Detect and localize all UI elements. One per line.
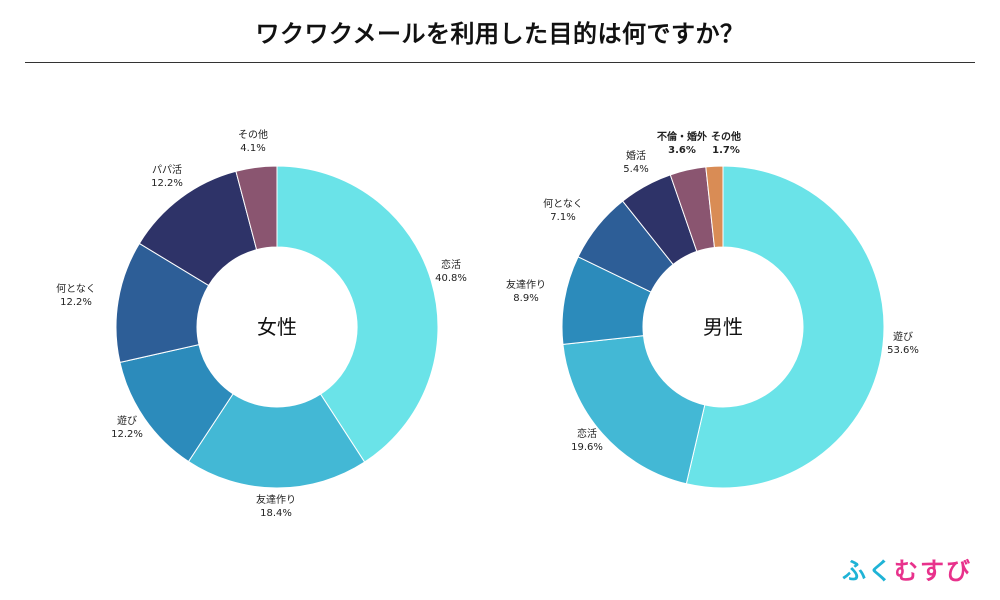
slice-label: 恋活 40.8%	[435, 258, 467, 284]
slice-label: 婚活 5.4%	[623, 149, 648, 175]
donut-center-title: 女性	[257, 315, 297, 339]
slice-label: 不倫・婚外 3.6%	[657, 130, 707, 156]
brand-char: む	[894, 557, 920, 585]
donut-slice	[276, 165, 439, 463]
donut-chart-female: 恋活 40.8% 友達作り 18.4% 遊び 12.2% 何となく 12.2% パパ活 12.2%…	[56, 128, 467, 519]
slice-label: 何となく 7.1%	[543, 197, 583, 223]
slice-label: 友達作り 18.4%	[256, 493, 296, 519]
brand-char: す	[920, 557, 946, 585]
slice-label: パパ活 12.2%	[151, 164, 183, 189]
slice-label: 友達作り 8.9%	[506, 278, 546, 304]
slice-label: その他 4.1%	[238, 128, 268, 154]
brand-char: び	[946, 557, 972, 585]
title-divider	[25, 62, 975, 63]
slice-label: 遊び 12.2%	[111, 414, 143, 440]
slice-label: その他 1.7%	[711, 130, 741, 156]
slice-label: 遊び 53.6%	[887, 330, 919, 356]
donut-slice	[562, 335, 706, 485]
donut-center-title: 男性	[703, 315, 743, 339]
brand-char: ふ	[842, 557, 868, 585]
donut-slice	[187, 393, 366, 489]
donut-slice	[685, 165, 885, 489]
donut-slice	[235, 165, 278, 251]
page-title: ワクワクメールを利用した目的は何ですか？	[255, 20, 745, 48]
donut-slice	[705, 165, 724, 249]
slice-label: 恋活 19.6%	[571, 427, 603, 453]
brand-char: く	[868, 557, 894, 585]
brand-logo: ふくむすび	[842, 551, 972, 586]
donut-chart-male: 遊び 53.6% 恋活 19.6% 友達作り 8.9% 何となく 7.1% 婚活 5.4% 不倫・婚…	[506, 130, 919, 489]
slice-label: 何となく 12.2%	[56, 282, 96, 308]
